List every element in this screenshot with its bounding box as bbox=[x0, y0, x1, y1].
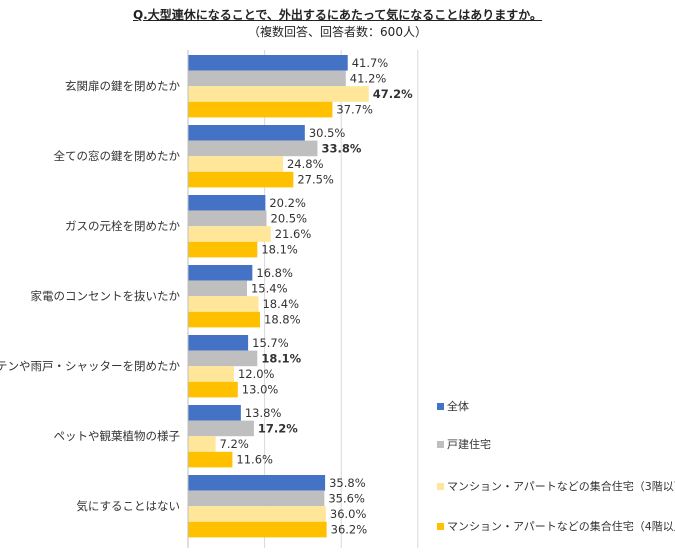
legend-item: マンション・アパートなどの集合住宅（3階以下） bbox=[437, 478, 675, 494]
legend-swatch bbox=[437, 403, 444, 410]
bar bbox=[188, 241, 258, 258]
value-label: 20.5% bbox=[271, 211, 308, 225]
bar bbox=[188, 265, 253, 281]
bar bbox=[188, 226, 271, 242]
value-label: 37.7% bbox=[336, 103, 373, 117]
bar bbox=[188, 405, 241, 421]
legend-label: 戸建住宅 bbox=[447, 438, 491, 451]
category-label: ガスの元栓を閉めたか bbox=[65, 219, 180, 233]
value-label: 18.8% bbox=[264, 313, 301, 327]
bar bbox=[188, 381, 238, 398]
value-label: 13.0% bbox=[242, 383, 279, 397]
value-label: 15.7% bbox=[252, 336, 289, 350]
value-label: 20.2% bbox=[269, 196, 306, 210]
bar bbox=[188, 521, 327, 538]
bar bbox=[188, 101, 333, 118]
bar bbox=[188, 366, 234, 382]
value-label: 12.0% bbox=[238, 367, 275, 381]
value-label: 7.2% bbox=[220, 437, 249, 451]
value-label: 18.4% bbox=[262, 297, 299, 311]
legend-label: 全体 bbox=[447, 400, 469, 413]
value-label: 17.2% bbox=[258, 421, 298, 435]
bar bbox=[188, 86, 369, 102]
value-label: 18.1% bbox=[261, 243, 298, 257]
legend-item: 戸建住宅 bbox=[437, 436, 491, 452]
category-label: 全ての窓の鍵を閉めたか bbox=[54, 149, 181, 163]
value-label: 21.6% bbox=[275, 227, 312, 241]
bar bbox=[188, 156, 283, 172]
bar bbox=[188, 140, 318, 157]
bar bbox=[188, 296, 259, 312]
value-label: 35.8% bbox=[329, 476, 366, 490]
value-label: 47.2% bbox=[373, 87, 413, 101]
bar bbox=[188, 55, 348, 71]
value-label: 36.2% bbox=[331, 523, 368, 537]
legend-swatch bbox=[437, 523, 444, 530]
value-label: 35.6% bbox=[328, 491, 365, 505]
chart-subtitle: （複数回答、回答者数：600人） bbox=[248, 25, 427, 39]
value-label: 30.5% bbox=[309, 126, 346, 140]
category-label: ペットや観葉植物の様子 bbox=[54, 429, 181, 443]
value-label: 27.5% bbox=[297, 173, 334, 187]
bar bbox=[188, 311, 261, 328]
bar bbox=[188, 350, 258, 367]
legend-label: マンション・アパートなどの集合住宅（3階以下） bbox=[447, 480, 675, 493]
legend-swatch bbox=[437, 441, 444, 448]
bar bbox=[188, 210, 267, 227]
legend-label: マンション・アパートなどの集合住宅（4階以上） bbox=[447, 520, 675, 533]
legend-swatch bbox=[437, 483, 444, 490]
bar bbox=[188, 436, 216, 452]
category-label: カーテンや雨戸・シャッターを閉めたか bbox=[0, 359, 180, 373]
value-label: 41.7% bbox=[352, 56, 389, 70]
category-label: 家電のコンセントを抜いたか bbox=[31, 289, 181, 303]
chart-title: Q.大型連休になることで、外出するにあたって気になることはありますか。 bbox=[132, 8, 543, 22]
bar bbox=[188, 451, 233, 468]
bar bbox=[188, 70, 346, 87]
bar bbox=[188, 125, 305, 141]
bar bbox=[188, 280, 247, 297]
bar bbox=[188, 171, 294, 188]
value-label: 11.6% bbox=[236, 453, 273, 467]
legend-item: 全体 bbox=[437, 398, 469, 414]
value-label: 36.0% bbox=[330, 507, 367, 521]
bar bbox=[188, 195, 266, 211]
category-label: 玄関扉の鍵を閉めたか bbox=[65, 79, 180, 93]
value-label: 33.8% bbox=[321, 141, 361, 155]
bar bbox=[188, 490, 325, 507]
legend-item: マンション・アパートなどの集合住宅（4階以上） bbox=[437, 518, 675, 534]
value-label: 18.1% bbox=[261, 351, 301, 365]
category-label: 気にすることはない bbox=[76, 499, 180, 513]
value-label: 41.2% bbox=[350, 71, 387, 85]
chart-legend: 全体戸建住宅マンション・アパートなどの集合住宅（3階以下） マンション・アパートな… bbox=[437, 0, 675, 560]
bar bbox=[188, 420, 254, 437]
value-label: 16.8% bbox=[256, 266, 293, 280]
bar bbox=[188, 506, 326, 522]
value-label: 15.4% bbox=[251, 281, 288, 295]
value-label: 24.8% bbox=[287, 157, 324, 171]
bar bbox=[188, 475, 326, 491]
bar bbox=[188, 335, 249, 351]
value-label: 13.8% bbox=[245, 406, 282, 420]
